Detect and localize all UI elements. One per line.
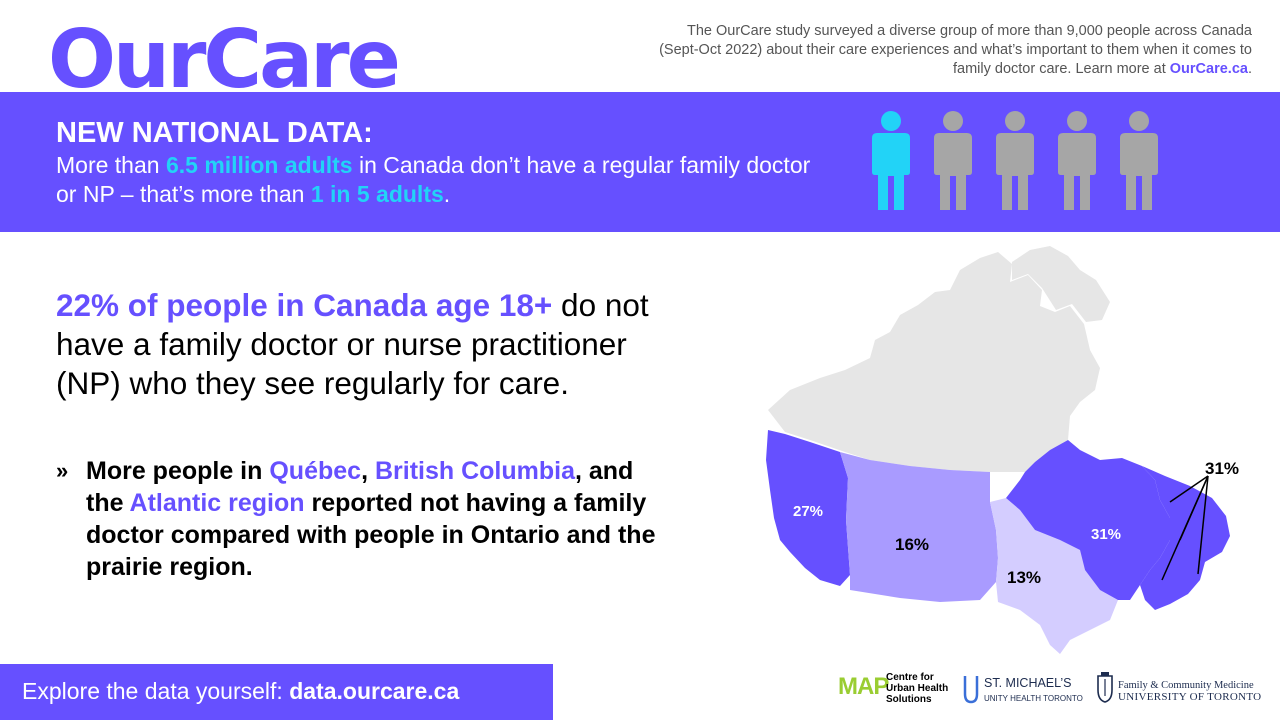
intro-end: .: [1247, 61, 1252, 77]
st-michaels-icon: [963, 676, 979, 704]
map-region-atlantic: [1140, 466, 1230, 610]
map-label-ontario: 13%: [1007, 568, 1041, 587]
atlantic-callout-lines: [1161, 475, 1209, 581]
map-region-north: [768, 252, 1100, 472]
bullet-highlight-bc: British Columbia: [374, 457, 575, 485]
bullet-text-part: reported not having a family doctor comp…: [86, 489, 656, 581]
person-icon: [996, 111, 1034, 210]
map-label-bc: 27%: [793, 503, 823, 520]
bullet-highlight-quebec: Québec: [269, 457, 362, 485]
map-region-north-islands: [1012, 246, 1110, 322]
headline-highlight: 22% of people in Canada age 18+: [56, 287, 553, 323]
bullet-text-part: More people in: [86, 457, 270, 485]
map-region-prairies: [840, 452, 998, 602]
map-region-ontario: [990, 498, 1118, 654]
people-icons: [872, 111, 1158, 210]
footer-banner: [0, 664, 553, 720]
banner-text: More than 6.5 million adults in Canada d…: [56, 151, 816, 209]
ourcare-link[interactable]: OurCare.ca: [1169, 61, 1248, 77]
bullet-text-part: , and the: [86, 457, 634, 517]
map-label-quebec: 31%: [1091, 526, 1121, 543]
study-intro: The OurCare study surveyed a diverse gro…: [652, 22, 1252, 79]
banner-text-part: in Canada don’t have a regular family do…: [56, 152, 811, 207]
headline-rest: do not have a family doctor or nurse pra…: [56, 287, 649, 401]
map-region-bc: [766, 430, 850, 586]
bullet-text-part: ,: [361, 457, 375, 485]
regional-comparison-bullet: More people in Québec, British Columbia,…: [86, 455, 666, 583]
map-label-prairies: 16%: [895, 535, 929, 554]
st-michaels-name: ST. MICHAEL’S: [984, 676, 1072, 690]
map-region-quebec: [1006, 440, 1170, 600]
uoft-name: UNIVERSITY OF TORONTO: [1118, 691, 1262, 703]
uoft-department: Family & Community Medicine: [1118, 680, 1254, 691]
bullet-highlight-atlantic: Atlantic region: [129, 489, 305, 517]
banner-highlight-millions: 6.5 million adults: [165, 152, 353, 178]
person-icon-highlighted: [872, 111, 910, 210]
ourcare-logo: OurCare: [48, 13, 401, 106]
bullet-marker: »: [56, 458, 69, 483]
map-centre-text: Centre for Urban Health Solutions: [886, 672, 949, 705]
map-centre-logo: MAP: [838, 673, 889, 700]
banner-text-part: More than: [56, 152, 166, 178]
map-label-atlantic: 31%: [1205, 459, 1239, 478]
banner-title: NEW NATIONAL DATA:: [56, 117, 373, 149]
headline-statistic: 22% of people in Canada age 18+ do not h…: [56, 286, 656, 403]
banner-text-part: .: [443, 181, 451, 207]
footer-cta: Explore the data yourself: data.ourcare.…: [22, 678, 459, 705]
st-michaels-subtitle: UNITY HEALTH TORONTO: [984, 694, 1083, 703]
intro-text: The OurCare study surveyed a diverse gro…: [659, 23, 1252, 77]
uoft-crest-icon: [1097, 672, 1113, 703]
person-icon: [1058, 111, 1096, 210]
data-portal-link[interactable]: data.ourcare.ca: [289, 678, 460, 704]
person-icon: [934, 111, 972, 210]
footer-text: Explore the data yourself:: [22, 678, 290, 704]
person-icon: [1120, 111, 1158, 210]
banner-highlight-ratio: 1 in 5 adults: [310, 181, 444, 207]
canada-map: 27% 16% 13% 31% 31%: [766, 246, 1239, 654]
